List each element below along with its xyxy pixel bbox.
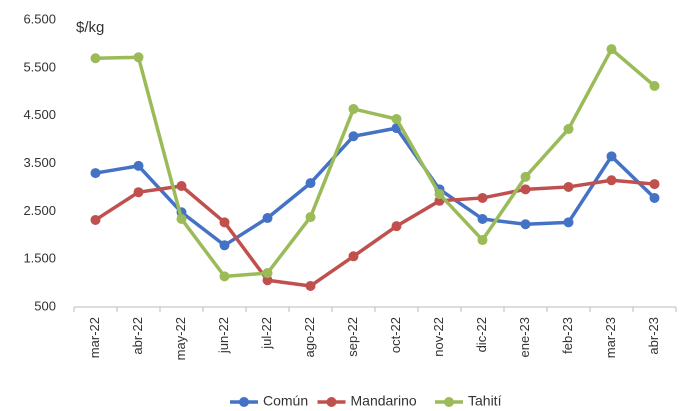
legend-label: Común [263,393,308,409]
y-tick-label: 500 [34,298,56,313]
x-tick-label: mar-22 [87,317,102,358]
point [520,184,531,195]
point [563,124,574,135]
point [520,171,531,182]
series-line [95,126,656,248]
point [649,81,660,92]
point [219,217,230,228]
x-tick-label: jul-22 [259,317,274,350]
y-tick-label: 2.500 [23,203,56,218]
point [649,179,660,190]
point [133,52,144,63]
point [606,151,617,162]
x-tick-label: jun-22 [216,317,231,354]
series-line [95,47,656,279]
point [563,217,574,228]
point [391,114,402,125]
x-tick-label: nov-22 [431,317,446,357]
point [176,180,187,191]
x-tick-label: may-22 [173,317,188,360]
y-tick-label: 5.500 [23,59,56,74]
x-tick-label: ago-22 [302,317,317,357]
point [563,181,574,192]
x-tick-label: sep-22 [345,317,360,357]
point [477,192,488,203]
unit-label: $/kg [76,19,104,36]
x-tick-label: ene-23 [517,317,532,357]
point [649,192,660,203]
legend-marker [239,397,249,407]
legend-marker [326,397,337,407]
point [90,53,101,64]
point [219,240,230,251]
point [133,160,144,171]
point [391,221,402,232]
point [90,168,101,179]
x-tick-label: mar-23 [603,317,618,358]
point [606,175,617,186]
x-tick-label: dic-22 [474,317,489,352]
point [262,268,273,279]
point [477,213,488,224]
y-tick-label: 1.500 [23,251,56,266]
point [606,44,617,55]
point [305,280,316,291]
y-tick-label: 3.500 [23,155,56,170]
point [219,271,230,282]
point [262,213,273,224]
legend-label: Tahití [468,393,502,409]
x-tick-label: abr-22 [130,317,145,355]
point [348,103,359,114]
point [133,187,144,198]
x-tick-label: abr-23 [646,317,661,355]
point [262,275,273,286]
point [434,189,445,200]
point [520,219,531,230]
y-tick-label: 4.500 [23,107,56,122]
point [305,178,316,189]
x-tick-label: feb-23 [560,317,575,354]
point [477,235,488,246]
y-tick-label: 6.500 [23,11,56,26]
point [305,212,316,223]
x-tick-label: oct-22 [388,317,403,353]
point [348,131,359,142]
series-line [94,178,655,288]
point [348,251,359,262]
point [90,214,101,225]
point [176,213,187,224]
legend-marker [444,397,454,407]
legend-label: Mandarino [351,393,417,409]
